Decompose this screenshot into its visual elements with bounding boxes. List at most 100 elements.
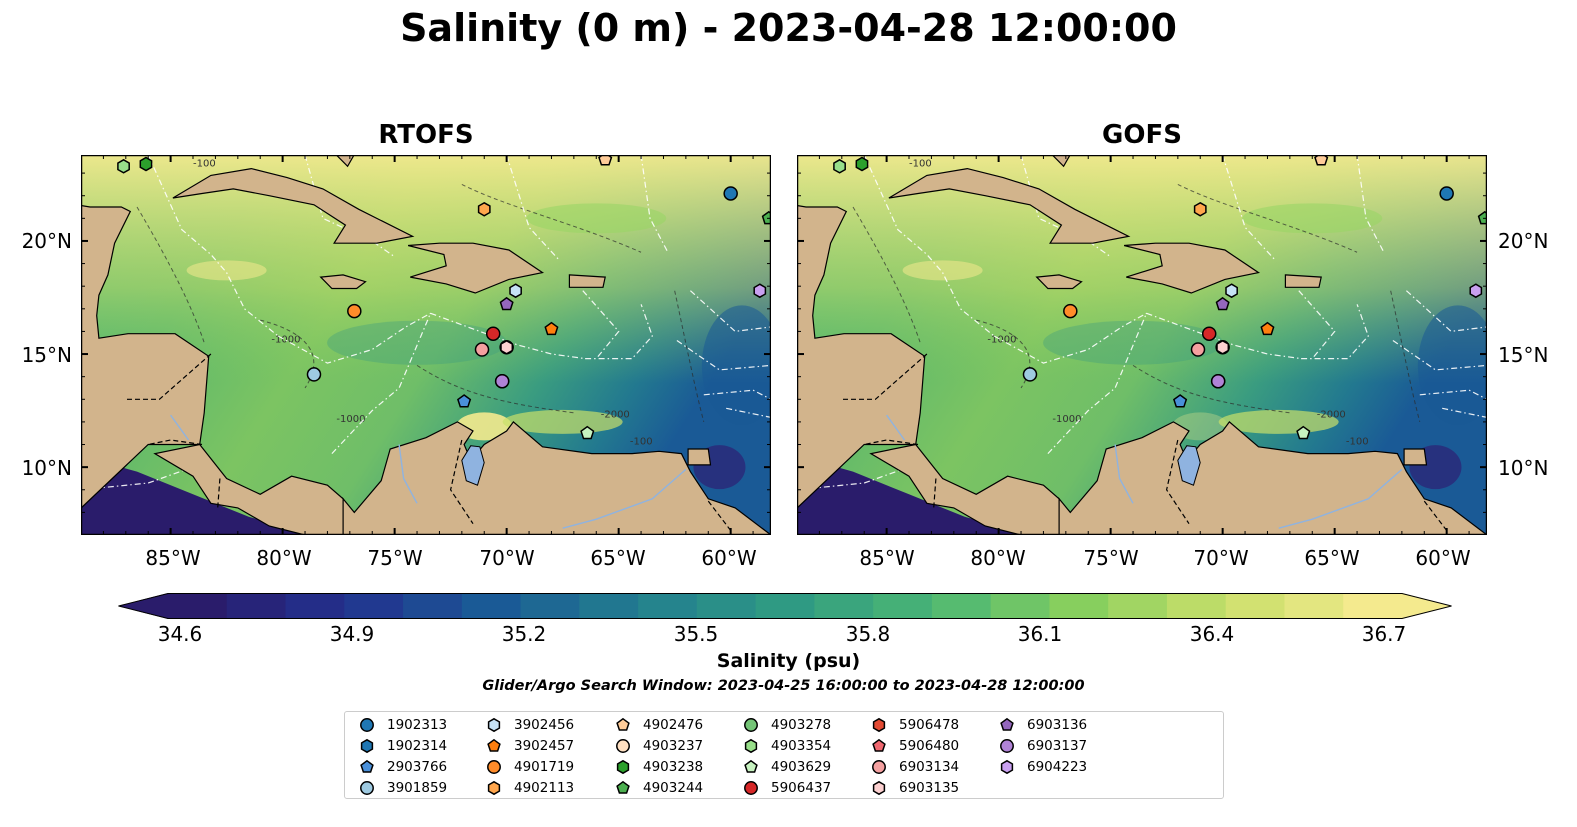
colorbar-extend-low [118,593,168,619]
legend-label: 4903354 [771,738,832,754]
legend-marker [360,738,374,754]
eez-boundary [582,290,620,359]
legend-label: 3901859 [387,780,448,796]
colorbar-tick: 34.9 [329,622,375,646]
land-southAm [1058,421,1487,535]
land-panama [869,443,1060,535]
legend-item-6903137: 6903137 [999,736,1087,756]
land-centralAm [81,204,210,509]
country-border [864,439,919,446]
river [886,414,906,441]
contour-label: -1000 [336,414,365,425]
legend-item-4903238: 4903238 [615,757,703,777]
colorbar-segment [1225,593,1286,619]
eez-boundary [1222,155,1275,260]
colorbar-segment [696,593,757,619]
eez-boundary [689,290,771,333]
lon-label-70w: 70°W [1193,546,1249,570]
hexagon-marker-icon [616,759,630,775]
float-marker-6903136 [1215,296,1230,311]
colorbar-segment [579,593,639,619]
contour-label: -1000 [1052,414,1081,425]
lon-label-65w: 65°W [1304,546,1360,570]
colorbar-segment [1284,593,1344,619]
legend-item-3901859: 3901859 [359,778,447,798]
pentagon-marker-icon [1000,717,1014,731]
eez-boundary [993,312,1147,364]
river [1278,468,1403,529]
float-marker-4903238 [139,156,153,172]
lon-label-60w: 60°W [701,546,757,570]
river [398,444,418,504]
legend-item-2903766: 2903766 [359,757,447,777]
land-puertorico [568,274,606,288]
legend-marker [1000,759,1014,775]
float-marker-1902313 [723,186,738,201]
legend-marker [360,781,374,795]
circle-marker-icon [1000,739,1014,753]
eez-boundary [1047,313,1148,455]
float-marker-3901859 [306,367,322,382]
eez-boundary [1146,312,1302,360]
panel-title-rtofs: RTOFS [378,120,474,150]
lake-maracaibo [461,445,485,486]
gofs-map-svg: -100 -1000 -1000 -2000 -100 [797,155,1487,535]
legend-label: 4903237 [643,738,704,754]
float-marker-4903629 [1296,425,1311,440]
map-frame [81,155,771,535]
legend-item-6903134: 6903134 [871,757,959,777]
colorbar [118,593,1452,619]
colorbar-segment [1108,593,1168,619]
country-border [841,353,928,400]
land-hispaniola [1123,242,1261,294]
eez-boundary [1298,290,1336,359]
pentagon-marker-icon [744,759,758,773]
legend-marker [616,739,630,753]
country-border [217,478,221,508]
legend-label: 6903135 [899,780,960,796]
legend-item-6904223: 6904223 [999,757,1087,777]
legend-label: 5906437 [771,780,832,796]
float-marker-6904223 [1469,283,1483,299]
float-marker-6903135 [500,339,514,355]
legend-marker [744,781,758,795]
legend-label: 4903244 [643,780,704,796]
panel-title-gofs: GOFS [1102,120,1182,150]
legend-marker [360,718,374,732]
lon-label-80w: 80°W [970,546,1026,570]
gofs-map: -100 -1000 -1000 -2000 -100 [797,155,1487,535]
eez-boundary [1392,340,1487,371]
float-marker-4903238 [855,156,869,172]
land-hispaniola [407,242,545,294]
lat-label-10n-right: 10°N [1498,456,1549,480]
legend-item-4903629: 4903629 [743,757,831,777]
legend-marker [616,759,630,775]
contour-label: -100 [909,158,932,169]
legend-label: 2903766 [387,759,448,775]
colorbar-segment [403,593,463,619]
colorbar-segment [285,593,345,619]
eez-boundary [585,304,653,360]
pacific-ocean [797,455,1044,535]
float-marker-6903137 [1210,373,1226,389]
country-border [1423,500,1448,531]
land-southAm [342,421,771,535]
legend-marker [872,760,886,774]
contour-label: -2000 [1317,409,1346,420]
contour-label: -100 [630,437,653,448]
pentagon-marker-icon [487,738,501,752]
legend-label: 5906478 [899,717,960,733]
lat-label-20n-left: 20°N [21,229,72,253]
country-border [125,353,212,400]
float-marker-5906437 [485,326,501,341]
colorbar-segment [990,593,1051,619]
colorbar-outline [118,593,1452,619]
lat-label-15n-left: 15°N [21,343,72,367]
float-marker-4901719 [347,303,362,319]
contour-label: -1000 [271,335,300,346]
lon-label-80w: 80°W [256,546,312,570]
contour-label: -2000 [601,409,630,420]
contour-label: -100 [1346,437,1369,448]
legend-item-4902476: 4902476 [615,715,703,735]
float-marker-2903766 [457,394,472,408]
